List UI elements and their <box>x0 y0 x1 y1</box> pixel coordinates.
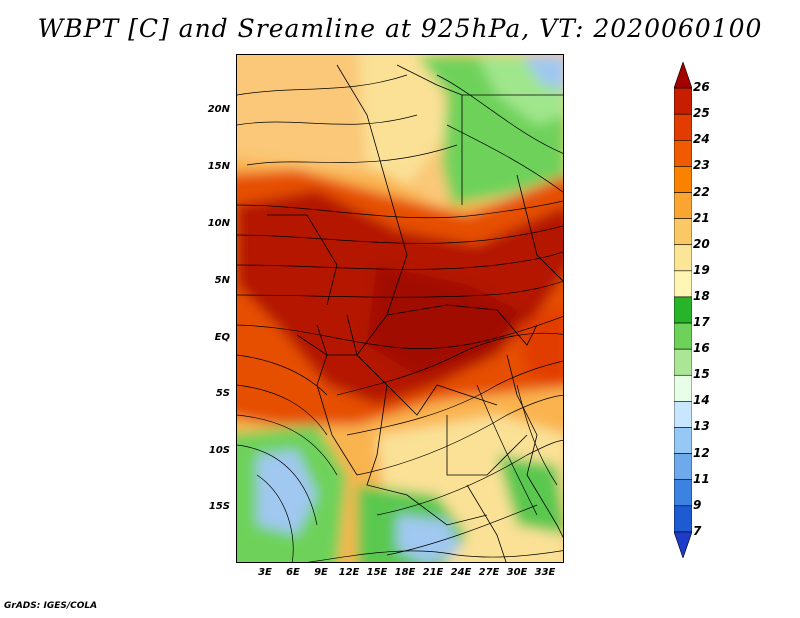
lon-label: 33E <box>534 567 556 578</box>
colorbar-segment <box>674 453 692 480</box>
colorbar-label: 12 <box>693 445 710 460</box>
lat-label: 15S <box>208 501 230 512</box>
lon-label: 27E <box>478 567 500 578</box>
lon-label: 6E <box>286 567 300 578</box>
wbpt-map-panel <box>236 54 564 563</box>
colorbar-segment <box>674 374 692 402</box>
colorbar-segment <box>674 505 692 533</box>
colorbar-label: 26 <box>693 80 710 95</box>
lat-label: 5N <box>214 275 230 286</box>
lon-label: 21E <box>422 567 444 578</box>
colorbar-segment <box>674 87 692 115</box>
colorbar-segment <box>674 218 692 246</box>
colorbar-label: 19 <box>693 262 710 277</box>
lat-label: 15N <box>207 161 230 172</box>
colorbar-segment <box>674 192 692 219</box>
colorbar-segment <box>674 140 692 167</box>
country-borders <box>267 64 563 562</box>
lon-label: 30E <box>506 567 528 578</box>
colorbar-label: 16 <box>693 341 710 356</box>
grads-credit: GrADS: IGES/COLA <box>4 601 98 611</box>
colorbar-label: 22 <box>693 184 710 199</box>
colorbar <box>674 62 692 558</box>
lat-label: 10N <box>207 218 230 229</box>
colorbar-label: 14 <box>693 393 710 408</box>
lat-label: 10S <box>208 445 230 456</box>
temperature-field <box>237 55 563 562</box>
colorbar-label: 7 <box>693 523 702 538</box>
colorbar-label: 24 <box>693 132 710 147</box>
colorbar-segment <box>674 401 692 428</box>
colorbar-segment <box>674 166 692 193</box>
colorbar-label: 20 <box>693 236 710 251</box>
lon-label: 9E <box>314 567 328 578</box>
colorbar-label: 11 <box>693 471 710 486</box>
lon-label: 15E <box>366 567 388 578</box>
colorbar-segment <box>674 244 692 272</box>
streamlines <box>237 74 563 562</box>
colorbar-segment <box>674 348 692 376</box>
lon-label: 24E <box>450 567 472 578</box>
colorbar-segment <box>674 62 692 89</box>
colorbar-label: 17 <box>693 315 710 330</box>
lon-label: 12E <box>338 567 360 578</box>
chart-title: WBPT [C] and Sreamline at 925hPa, VT: 20… <box>37 14 763 43</box>
colorbar-segment <box>674 270 692 298</box>
colorbar-segment <box>674 322 692 350</box>
lat-label: 20N <box>207 104 230 115</box>
colorbar-segment <box>674 479 692 507</box>
colorbar-segment <box>674 296 692 324</box>
colorbar-segment <box>674 113 692 141</box>
colorbar-label: 23 <box>693 158 710 173</box>
colorbar-label: 13 <box>693 419 710 434</box>
colorbar-segment <box>674 531 692 558</box>
colorbar-label: 15 <box>693 367 710 382</box>
lat-label: 5S <box>215 388 230 399</box>
lon-label: 18E <box>394 567 416 578</box>
lat-label: EQ <box>214 332 230 343</box>
colorbar-segment <box>674 427 692 454</box>
lon-label: 3E <box>258 567 272 578</box>
colorbar-label: 9 <box>693 497 702 512</box>
colorbar-label: 25 <box>693 106 710 121</box>
wbpt-field-map <box>237 55 563 562</box>
colorbar-label: 18 <box>693 288 710 303</box>
colorbar-label: 21 <box>693 210 710 225</box>
